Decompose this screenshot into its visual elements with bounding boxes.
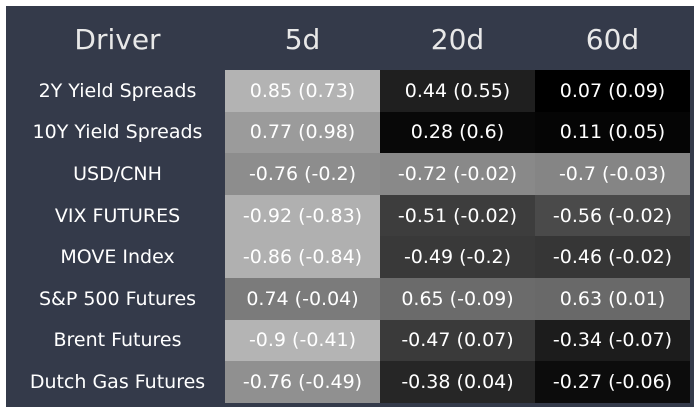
table-row: MOVE Index -0.86 (-0.84) -0.49 (-0.2) -0.46… (10, 236, 690, 278)
correlation-cell: -0.34 (-0.07) (535, 319, 690, 362)
correlation-cell: 0.63 (0.01) (535, 277, 690, 320)
driver-name: S&P 500 Futures (38, 287, 197, 310)
correlation-cell: 0.85 (0.73) (225, 70, 380, 112)
table-row: 2Y Yield Spreads 0.85 (0.73) 0.44 (0.55) 0.… (10, 70, 690, 112)
table-row: VIX FUTURES -0.92 (-0.83) -0.51 (-0.02) -0.… (10, 194, 690, 237)
driver-name: USD/CNH (73, 162, 162, 185)
correlation-cell: 0.28 (0.6) (380, 111, 535, 154)
correlation-cell: 0.07 (0.09) (535, 70, 690, 112)
driver-name: MOVE Index (60, 246, 175, 269)
correlation-cell: -0.7 (-0.03) (535, 153, 690, 195)
correlation-cell: 0.11 (0.05) (535, 111, 690, 154)
correlation-cell: -0.9 (-0.41) (225, 319, 380, 362)
correlation-cell: -0.38 (0.04) (380, 361, 535, 403)
table-row: USD/CNH -0.76 (-0.2) -0.72 (-0.02) -0.7 (-0… (10, 153, 690, 195)
correlation-cell: -0.92 (-0.83) (225, 194, 380, 237)
correlation-cell: -0.76 (-0.2) (225, 153, 380, 195)
correlation-cell: -0.56 (-0.02) (535, 194, 690, 237)
table-row: Brent Futures -0.9 (-0.41) -0.47 (0.07) -0.… (10, 319, 690, 362)
correlation-cell: 0.74 (-0.04) (225, 277, 380, 320)
correlation-cell: -0.47 (0.07) (380, 319, 535, 362)
table-row: 10Y Yield Spreads 0.77 (0.98) 0.28 (0.6) 0.… (10, 111, 690, 154)
correlation-cell: -0.86 (-0.84) (225, 236, 380, 278)
correlation-cell: -0.46 (-0.02) (535, 236, 690, 278)
table-frame: Driver 5d 20d 60d 2Y Yield Spreads 0.85 (0.7… (6, 6, 694, 407)
correlation-cell: -0.49 (-0.2) (380, 236, 535, 278)
correlation-cell: -0.76 (-0.49) (225, 361, 380, 403)
table-body: 2Y Yield Spreads 0.85 (0.73) 0.44 (0.55) 0.… (10, 70, 690, 403)
correlation-cell: -0.51 (-0.02) (380, 194, 535, 237)
correlation-cell: 0.77 (0.98) (225, 111, 380, 154)
driver-name: Brent Futures (53, 329, 182, 352)
driver-name: Dutch Gas Futures (29, 370, 206, 393)
column-header: 60d (585, 22, 640, 56)
table-row: S&P 500 Futures 0.74 (-0.04) 0.65 (-0.09) 0… (10, 277, 690, 320)
column-header: Driver (74, 22, 161, 56)
driver-name: VIX FUTURES (54, 204, 181, 227)
correlation-cell: 0.44 (0.55) (380, 70, 535, 112)
column-header: 20d (430, 22, 485, 56)
header-row: Driver 5d 20d 60d (10, 8, 690, 70)
column-header: 5d (284, 22, 321, 56)
correlation-cell: -0.72 (-0.02) (380, 153, 535, 195)
table-row: Dutch Gas Futures -0.76 (-0.49) -0.38 (0.0… (10, 361, 690, 403)
correlation-table: Driver 5d 20d 60d 2Y Yield Spreads 0.85 (0.7… (10, 8, 690, 403)
driver-name: 10Y Yield Spreads (32, 121, 203, 144)
driver-name: 2Y Yield Spreads (38, 79, 197, 102)
correlation-cell: 0.65 (-0.09) (380, 277, 535, 320)
correlation-cell: -0.27 (-0.06) (535, 361, 690, 403)
